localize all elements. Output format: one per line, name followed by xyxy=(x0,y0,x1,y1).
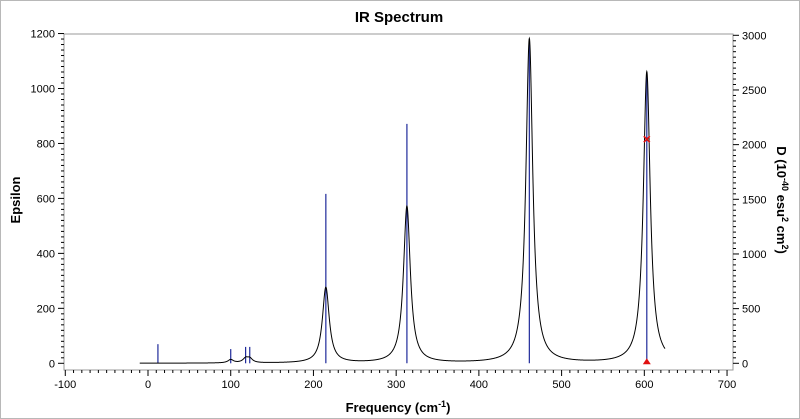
y-left-tick-label: 800 xyxy=(37,138,55,150)
y-right-tick-label: 2000 xyxy=(742,140,766,152)
stick-series xyxy=(157,40,648,364)
baseline-marker xyxy=(642,358,651,365)
peak-marker xyxy=(643,135,651,143)
y-left-tick-label: 0 xyxy=(49,358,55,370)
y-right-tick-label: 0 xyxy=(742,358,748,370)
y-axis-label-right: D (10-40 esu2 cm2) xyxy=(774,146,790,254)
axes: -100 0 100 200 300 400 500 600 700 0 200 400 600 800 1… xyxy=(31,29,767,391)
chart-title: IR Spectrum xyxy=(355,9,443,26)
markers xyxy=(642,135,651,365)
x-tick-label: -100 xyxy=(54,379,76,391)
y-axis-label-left: Epsilon xyxy=(8,176,23,223)
plot-area xyxy=(63,33,734,371)
y-left-tick-label: 200 xyxy=(37,303,55,315)
y-left-tick-label: 400 xyxy=(37,248,55,260)
x-axis-label: Frequency (cm-1) xyxy=(346,399,451,415)
y-right-tick-label: 2500 xyxy=(742,85,766,97)
x-tick-label: 100 xyxy=(222,379,240,391)
x-tick-label: 400 xyxy=(470,379,488,391)
spectrum-line xyxy=(139,36,666,364)
y-right-tick-label: 1000 xyxy=(742,249,766,261)
y-right-tick-label: 500 xyxy=(742,304,760,316)
y-right-tick-label: 3000 xyxy=(742,30,766,42)
x-tick-label: 700 xyxy=(718,379,736,391)
x-tick-label: 500 xyxy=(552,379,570,391)
x-tick-label: 200 xyxy=(304,379,322,391)
y-right-tick-label: 1500 xyxy=(742,194,766,206)
x-tick-label: 600 xyxy=(635,379,653,391)
x-tick-label: 0 xyxy=(145,379,151,391)
y-left-tick-label: 600 xyxy=(37,193,55,205)
y-left-tick-label: 1000 xyxy=(31,84,55,96)
x-tick-label: 300 xyxy=(387,379,405,391)
y-left-tick-label: 1200 xyxy=(31,29,55,41)
